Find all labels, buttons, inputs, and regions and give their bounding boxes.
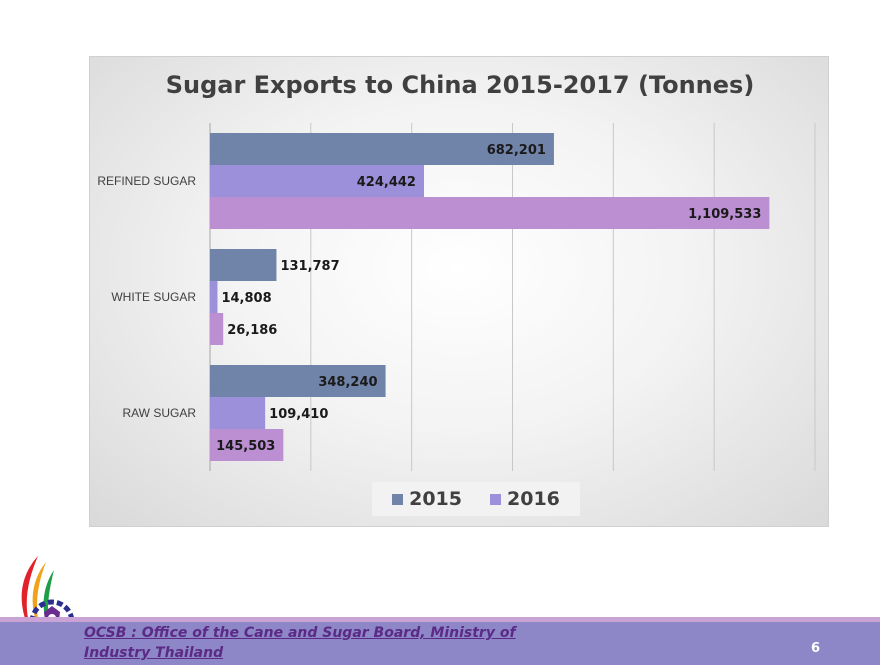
- footer-link[interactable]: OCSB : Office of the Cane and Sugar Boar…: [84, 625, 516, 661]
- legend-swatch-2016: [490, 493, 501, 505]
- legend-item-2015: 2015: [392, 488, 462, 510]
- bar-2-0: [210, 365, 386, 397]
- data-label-0-0: 682,201: [487, 143, 546, 158]
- bar-chart: REFINED SUGAR 682,201 424,442 1,109,533 WHIT…: [97, 123, 816, 471]
- page-number: 6: [811, 641, 821, 656]
- category-label-1: WHITE SUGAR: [111, 290, 196, 304]
- bar-1-2: [210, 313, 224, 345]
- data-label-0-1: 424,442: [357, 175, 416, 190]
- bar-0-1: [210, 165, 424, 197]
- data-label-2-1: 109,410: [269, 407, 328, 422]
- legend-swatch-2015: [392, 493, 404, 505]
- legend-item-2016: 2016: [490, 488, 560, 510]
- data-label-1-0: 131,787: [280, 259, 339, 274]
- data-label-1-1: 14,808: [221, 291, 271, 306]
- data-label-2-0: 348,240: [318, 375, 377, 390]
- footer-stripe: [0, 617, 880, 622]
- category-label-0: REFINED SUGAR: [97, 174, 196, 188]
- chart-legend: 2015 2016: [372, 482, 580, 516]
- bar-1-1: [210, 281, 218, 313]
- data-label-0-2: 1,109,533: [688, 207, 761, 222]
- bar-1-0: [210, 249, 277, 281]
- data-label-1-2: 26,186: [227, 323, 277, 338]
- data-label-2-2: 145,503: [216, 439, 275, 454]
- footer-bar: [0, 622, 880, 665]
- bar-2-1: [210, 397, 266, 429]
- chart-title: Sugar Exports to China 2015-2017 (Tonnes…: [165, 71, 755, 99]
- chart-panel: REFINED SUGAR 682,201 424,442 1,109,533 WHIT…: [89, 56, 829, 527]
- legend-label-2016: 2016: [507, 488, 560, 510]
- bar-0-0: [210, 133, 554, 165]
- bar-0-2: [210, 197, 770, 229]
- category-label-2: RAW SUGAR: [122, 406, 196, 420]
- legend-label-2015: 2015: [409, 488, 462, 510]
- bar-2-2: [210, 429, 284, 461]
